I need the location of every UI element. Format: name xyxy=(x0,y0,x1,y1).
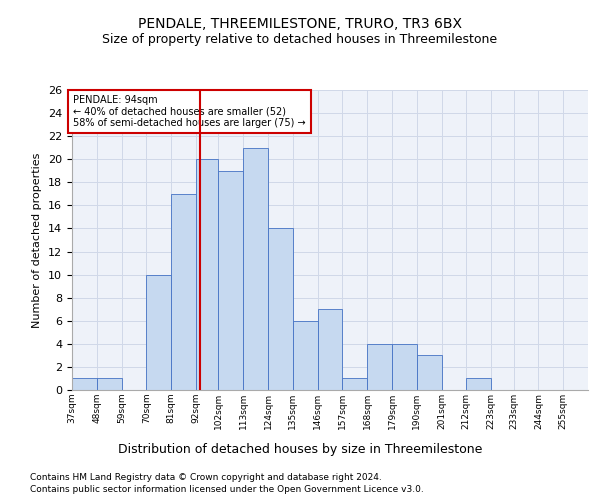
Bar xyxy=(218,171,243,390)
Text: Distribution of detached houses by size in Threemilestone: Distribution of detached houses by size … xyxy=(118,442,482,456)
Bar xyxy=(243,148,268,390)
Y-axis label: Number of detached properties: Number of detached properties xyxy=(32,152,43,328)
Bar xyxy=(417,356,442,390)
Text: Contains public sector information licensed under the Open Government Licence v3: Contains public sector information licen… xyxy=(30,485,424,494)
Bar xyxy=(196,159,218,390)
Text: PENDALE: 94sqm
← 40% of detached houses are smaller (52)
58% of semi-detached ho: PENDALE: 94sqm ← 40% of detached houses … xyxy=(73,94,306,128)
Bar xyxy=(317,309,343,390)
Bar xyxy=(367,344,392,390)
Bar xyxy=(293,321,317,390)
Bar xyxy=(146,274,171,390)
Bar xyxy=(392,344,417,390)
Bar xyxy=(466,378,491,390)
Bar xyxy=(268,228,293,390)
Text: PENDALE, THREEMILESTONE, TRURO, TR3 6BX: PENDALE, THREEMILESTONE, TRURO, TR3 6BX xyxy=(138,18,462,32)
Bar xyxy=(171,194,196,390)
Bar xyxy=(343,378,367,390)
Bar xyxy=(72,378,97,390)
Text: Size of property relative to detached houses in Threemilestone: Size of property relative to detached ho… xyxy=(103,32,497,46)
Bar xyxy=(97,378,122,390)
Text: Contains HM Land Registry data © Crown copyright and database right 2024.: Contains HM Land Registry data © Crown c… xyxy=(30,472,382,482)
